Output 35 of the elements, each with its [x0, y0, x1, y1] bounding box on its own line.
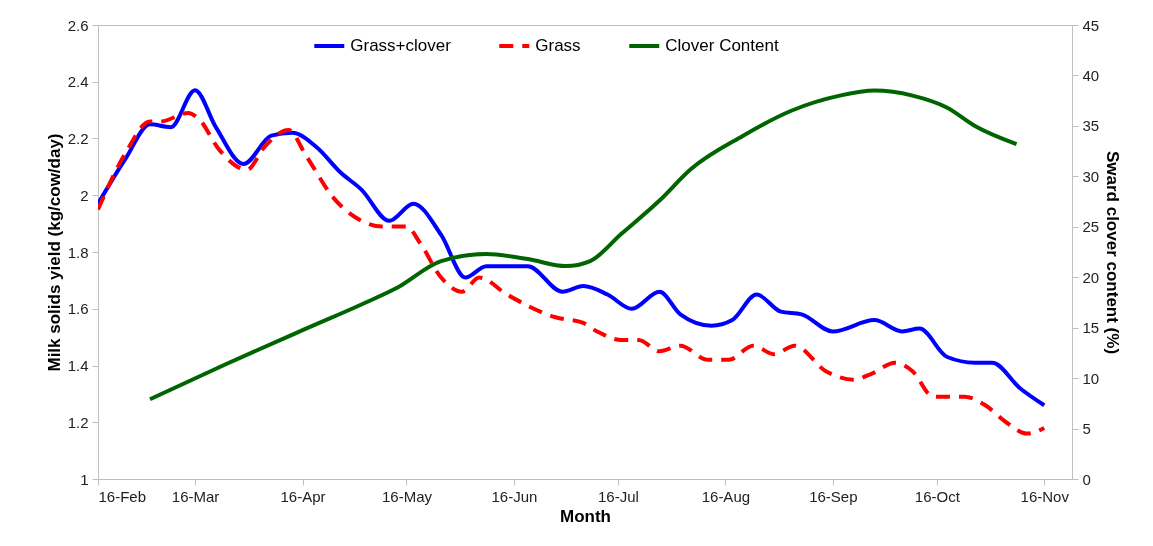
y-tick-label: 1.4	[67, 357, 89, 374]
y2-tick-label: 15	[1082, 319, 1100, 337]
y-tick-label: 1	[80, 470, 89, 488]
y2-tick-label: 10	[1082, 369, 1100, 387]
y2-tick-label: 35	[1082, 117, 1100, 135]
x-tick-label: 16-Mar	[171, 487, 220, 505]
y-tick-label: 2.6	[67, 16, 89, 34]
x-tick-label: 16-Jul	[598, 487, 639, 505]
y2-tick-label: 25	[1082, 218, 1100, 236]
y2-tick-label: 5	[1082, 420, 1091, 438]
y2-axis-title: Sward clover content (%)	[1103, 150, 1123, 355]
legend-label: Clover Content	[665, 36, 779, 55]
y-tick-label: 2.2	[67, 130, 89, 147]
y2-tick-label: 40	[1082, 66, 1100, 84]
x-tick-label: 16-Aug	[701, 487, 751, 505]
y-tick-label: 2	[80, 186, 89, 204]
x-axis-title: Month	[560, 506, 611, 526]
x-tick-label: 16-Jun	[491, 487, 538, 505]
x-tick-label: 16-Apr	[280, 487, 326, 505]
x-tick-label: 16-Sep	[809, 487, 858, 505]
y-tick-label: 1.2	[67, 413, 89, 431]
y2-tick-label: 20	[1082, 268, 1100, 286]
x-tick-label: 16-May	[381, 487, 433, 505]
y-tick-label: 1.6	[67, 300, 89, 318]
y-tick-label: 1.8	[67, 243, 89, 261]
legend-label: Grass	[535, 36, 581, 55]
y2-tick-label: 45	[1082, 16, 1100, 34]
legend-label: Grass+clover	[350, 36, 452, 55]
y-tick-label: 2.4	[67, 73, 89, 91]
x-tick-label: 16-Nov	[1020, 487, 1070, 505]
y2-tick-label: 0	[1082, 470, 1091, 488]
x-tick-label: 16-Feb	[98, 487, 147, 505]
y2-tick-label: 30	[1082, 167, 1100, 185]
x-tick-label: 16-Oct	[914, 487, 961, 505]
y-axis-title: Milk solids yield (kg/cow/day)	[44, 133, 64, 372]
